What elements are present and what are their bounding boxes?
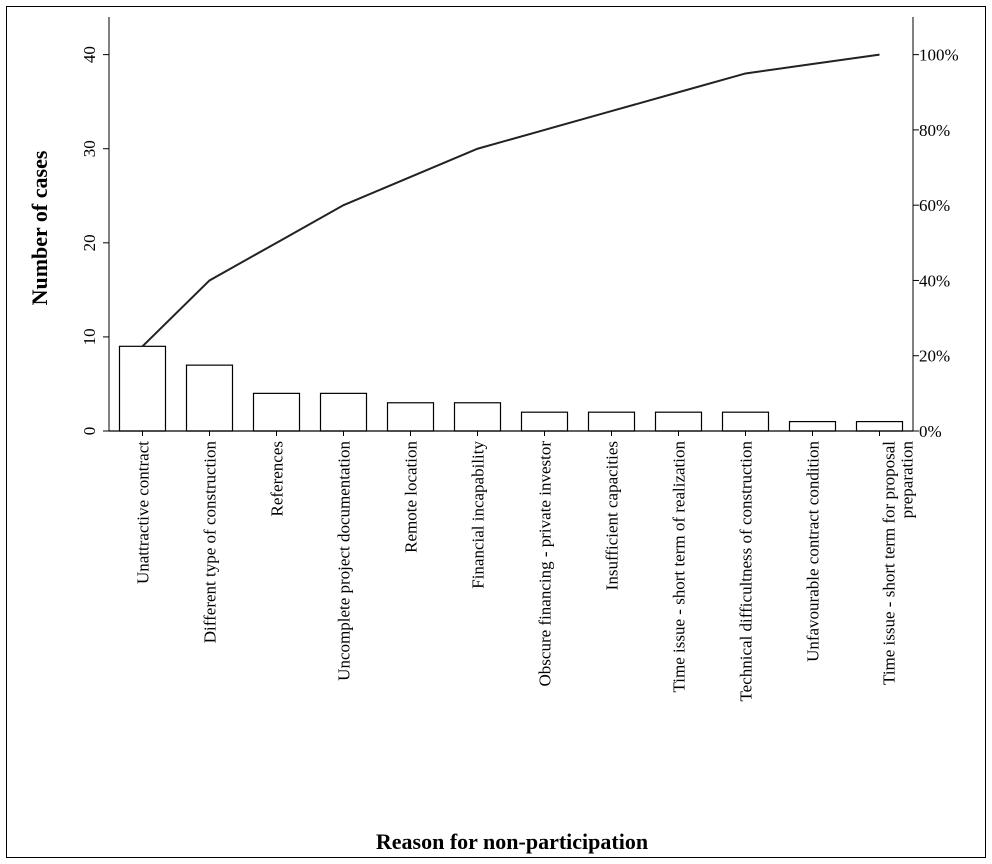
category-label: Financial incapability <box>469 441 488 589</box>
bar <box>587 411 636 432</box>
y2-tick-label: 60% <box>919 196 950 215</box>
axes-group: 0 10 20 30 40 0% 20% 40% 60% 80% 100% <box>80 17 959 441</box>
y-tick-label: 30 <box>80 140 99 157</box>
x-axis-title: Reason for non-participation <box>376 829 648 854</box>
category-label: Unattractive contract <box>134 441 153 584</box>
y2-tick-label: 0% <box>919 422 942 441</box>
cumulative-percent-line <box>141 53 880 348</box>
category-label: Time issue - short term of realization <box>670 441 689 693</box>
y2-tick-label: 20% <box>919 347 950 366</box>
bar <box>319 392 368 432</box>
bar <box>453 402 502 432</box>
category-label: Insufficient capacities <box>603 441 622 590</box>
bar <box>520 411 569 432</box>
category-label: Technical difficultness of construction <box>737 441 756 702</box>
bar <box>185 364 234 432</box>
bar <box>721 411 770 432</box>
y-tick-label: 0 <box>80 427 99 436</box>
y2-tick-label: 80% <box>919 121 950 140</box>
category-label: Time issue - short term for proposalprep… <box>880 441 917 685</box>
category-label: Obscure financing - private investor <box>536 441 555 687</box>
cumulative-line-group <box>141 53 880 348</box>
bar <box>118 345 167 432</box>
y-tick-label: 10 <box>80 328 99 345</box>
category-labels-group: Unattractive contract Different type of c… <box>134 431 917 702</box>
bar <box>252 392 301 432</box>
bar <box>855 420 904 432</box>
y2-tick-label: 100% <box>919 46 959 65</box>
category-label: References <box>268 441 287 517</box>
category-label: Unfavourable contract condition <box>804 441 823 662</box>
category-label: Different type of construction <box>201 441 220 644</box>
chart-frame: 0 10 20 30 40 0% 20% 40% 60% 80% 100% Unattractive… <box>6 6 986 858</box>
y-tick-label: 20 <box>80 234 99 251</box>
pareto-chart: 0 10 20 30 40 0% 20% 40% 60% 80% 100% Unattractive… <box>27 17 959 854</box>
category-label: Uncomplete project documentation <box>335 441 354 681</box>
y2-tick-label: 40% <box>919 271 950 290</box>
bar <box>654 411 703 432</box>
bars-group <box>118 345 904 432</box>
category-label: Remote location <box>402 441 421 553</box>
bar <box>386 402 435 432</box>
bar <box>788 420 837 432</box>
y-tick-label: 40 <box>80 46 99 63</box>
y-axis-title: Number of cases <box>27 150 52 305</box>
